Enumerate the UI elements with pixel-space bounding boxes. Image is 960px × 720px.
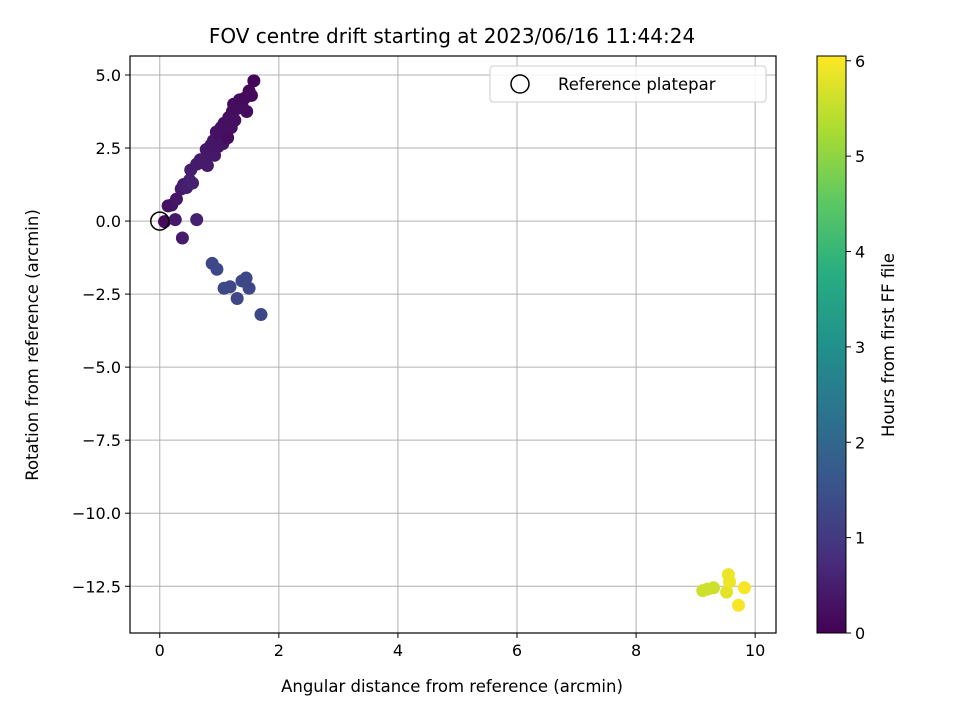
colorbar-tick-label: 2 (855, 433, 865, 452)
chart-title: FOV centre drift starting at 2023/06/16 … (209, 24, 695, 48)
data-point (720, 585, 734, 599)
legend-box (489, 65, 767, 103)
data-point (230, 291, 244, 305)
data-point (210, 262, 224, 276)
x-tick-label: 4 (393, 641, 403, 660)
y-tick-label: −5.0 (82, 358, 121, 377)
colorbar-tick-label: 3 (855, 338, 865, 357)
y-tick-label: 2.5 (96, 139, 121, 158)
x-tick-label: 0 (155, 641, 165, 660)
colorbar-tick-label: 5 (855, 147, 865, 166)
colorbar-tick-label: 0 (855, 624, 865, 643)
x-tick-label: 8 (631, 641, 641, 660)
y-tick-label: −2.5 (82, 285, 121, 304)
colorbar-tick-label: 1 (855, 529, 865, 548)
reference-platepar-marker (150, 211, 170, 231)
colorbar-ticks: 0 1 2 3 4 5 6 (846, 52, 865, 643)
colorbar-tick-label: 6 (855, 52, 865, 71)
data-point (244, 88, 258, 102)
data-point (247, 74, 261, 88)
y-tick-label: 0.0 (96, 212, 121, 231)
data-point (737, 581, 751, 595)
colorbar: 0 1 2 3 4 5 6 Hours from first FF file (816, 52, 898, 643)
x-tick-label: 6 (512, 641, 522, 660)
data-point (186, 176, 200, 190)
y-tick-label: −7.5 (82, 431, 121, 450)
legend: Reference platepar (489, 65, 767, 103)
colorbar-gradient (816, 55, 847, 634)
data-point (221, 131, 235, 145)
data-point (169, 192, 183, 206)
scatter-points (158, 74, 751, 612)
grid (130, 56, 776, 633)
legend-entry-reference-platepar: Reference platepar (558, 75, 716, 94)
legend-marker (510, 74, 530, 94)
data-point (228, 113, 242, 127)
x-axis: 0 2 4 6 8 10 (155, 633, 765, 660)
y-axis: 5.0 2.5 0.0 −2.5 −5.0 −7.5 −10.0 −12.5 (72, 66, 130, 596)
data-point (190, 213, 204, 227)
data-point (168, 213, 182, 227)
x-tick-label: 2 (274, 641, 284, 660)
data-point (240, 105, 254, 119)
y-tick-label: −12.5 (72, 577, 121, 596)
colorbar-label: Hours from first FF file (879, 253, 898, 437)
data-point (731, 598, 745, 612)
colorbar-tick-label: 4 (855, 243, 865, 262)
data-point (175, 231, 189, 245)
data-point (200, 159, 214, 173)
data-point (242, 281, 256, 295)
plot-frame (129, 55, 777, 634)
data-point (723, 575, 737, 589)
data-point (223, 280, 237, 294)
x-tick-label: 10 (745, 641, 765, 660)
data-point (239, 271, 253, 285)
y-tick-label: 5.0 (96, 66, 121, 85)
data-point (706, 581, 720, 595)
y-tick-label: −10.0 (72, 504, 121, 523)
data-point (254, 308, 268, 322)
y-axis-title: Rotation from reference (arcmin) (23, 209, 42, 481)
x-axis-title: Angular distance from reference (arcmin) (281, 677, 623, 696)
